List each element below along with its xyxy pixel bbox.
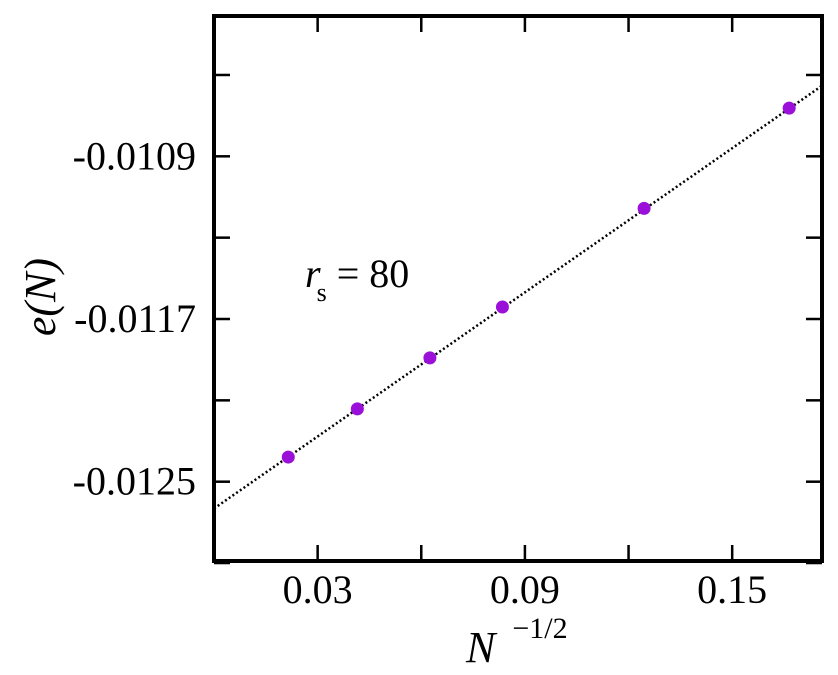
- data-points: [281, 101, 796, 464]
- fit-line-group: [213, 84, 823, 510]
- x-axis-title-sup: −1/2: [512, 612, 567, 645]
- x-tick-label: 0.03: [283, 567, 353, 612]
- x-tick-label: 0.09: [490, 567, 560, 612]
- data-point: [423, 351, 437, 365]
- data-point: [637, 201, 651, 215]
- ticks: [214, 16, 822, 565]
- y-tick-label: -0.0125: [73, 459, 196, 504]
- x-tick-label: 0.15: [697, 567, 767, 612]
- annotation-main: r: [305, 251, 321, 296]
- annotation-sub: s: [317, 278, 327, 307]
- data-point: [495, 300, 509, 314]
- y-tick-label: -0.0117: [74, 296, 196, 341]
- y-axis-title: e(N): [16, 258, 65, 336]
- tick-labels: 0.03 0.09 0.15 -0.0109 -0.0117 -0.0125: [73, 133, 768, 612]
- x-axis-title-main: N: [465, 623, 498, 672]
- data-point: [281, 450, 295, 464]
- x-axis-title: N −1/2: [465, 612, 568, 672]
- annotation: r s = 80: [305, 251, 409, 307]
- data-point: [782, 101, 796, 115]
- y-tick-label: -0.0109: [73, 133, 196, 178]
- annotation-rest: = 80: [337, 251, 410, 296]
- fit-line: [213, 84, 823, 510]
- data-point: [350, 402, 364, 416]
- plot-frame: [212, 14, 824, 563]
